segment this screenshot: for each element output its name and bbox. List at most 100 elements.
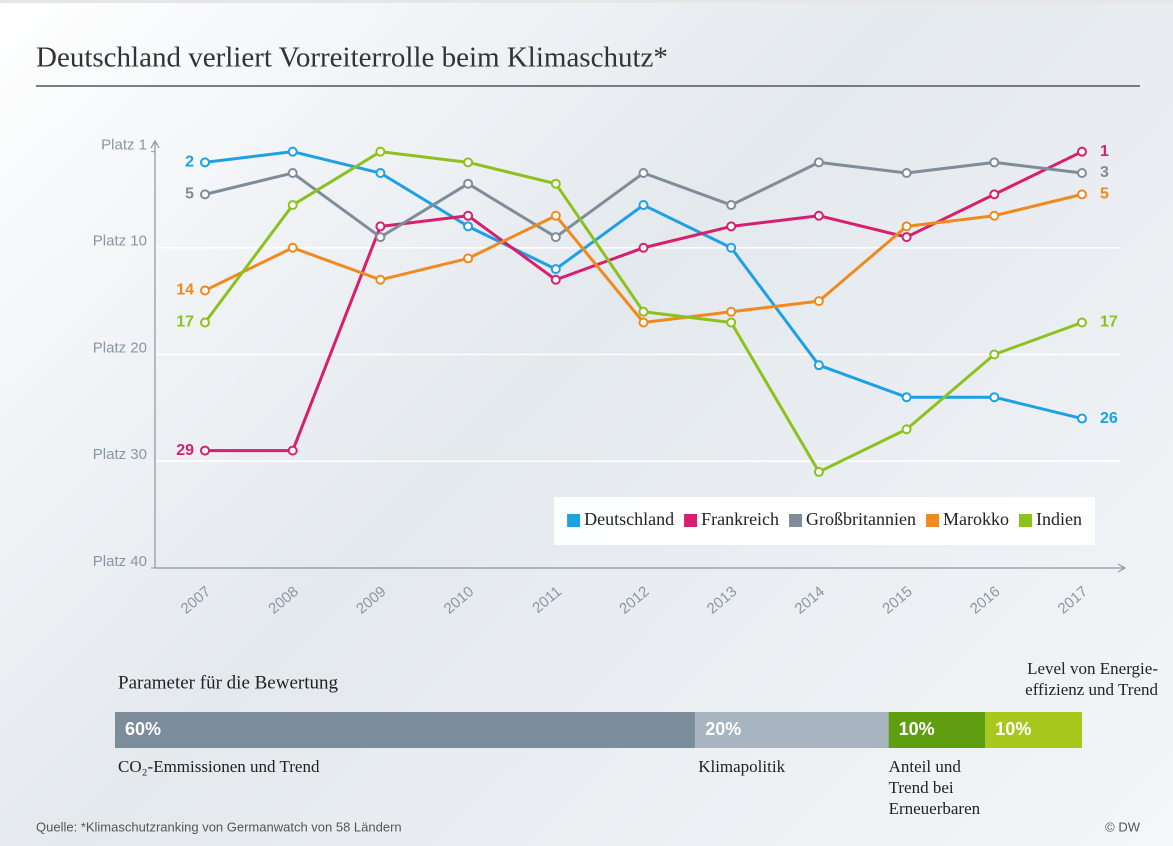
data-point [200,285,210,296]
data-point [463,178,474,189]
data-point [1077,413,1087,424]
data-point [901,424,912,435]
y-tick-label: Platz 20 [93,339,147,356]
x-tick-label: 2016 [967,583,1003,617]
data-point [726,242,737,253]
x-tick-label: 2007 [178,583,214,617]
series-line [205,150,1083,453]
y-axis-arrow [150,139,160,149]
data-point [638,168,649,179]
x-tick-label: 2010 [441,583,477,617]
data-point [901,392,912,403]
data-point [726,200,737,211]
legend-box [554,497,1095,545]
data-point [989,189,1000,200]
data-point [375,168,386,179]
data-point [287,168,298,179]
data-point [638,242,649,253]
data-point [901,168,912,179]
data-point [989,210,1000,221]
legend-label: Indien [1036,509,1082,529]
legend-swatch [1019,514,1033,527]
data-point [989,392,1000,403]
legend-swatch [789,514,803,527]
data-point [726,306,737,317]
x-tick-label: 2015 [879,583,915,617]
end-label: 5 [1100,186,1109,203]
parameter-value-label: 20% [705,719,741,739]
data-point [200,157,210,168]
legend: Deutschland Frankreich Großbritannien Marok… [554,497,1095,545]
parameter-segment [985,712,1082,748]
data-point [726,221,737,232]
parameter-caption: Level von Energie-effizienz und Trend [1025,659,1158,699]
data-point [375,146,386,157]
data-point [287,445,298,456]
data-point [726,317,737,328]
data-point [375,221,386,232]
start-label: 5 [185,186,194,203]
y-tick-label: Platz 40 [93,553,147,570]
data-point [1077,189,1087,200]
data-point [813,360,824,371]
data-point [463,253,474,264]
data-point [287,242,298,253]
legend-swatch [684,514,698,527]
x-tick-label: 2013 [704,583,740,617]
parameter-value-label: 10% [899,719,935,739]
end-label: 26 [1100,410,1118,427]
x-tick-label: 2011 [529,583,565,617]
legend-label: Marokko [943,509,1009,529]
start-label: 17 [176,314,194,331]
parameter-segment [695,712,889,748]
data-point [200,189,210,200]
data-point [1077,146,1087,157]
parameter-caption: CO₂-Emmissionen und Trend [118,757,320,776]
x-tick-label: 2017 [1055,583,1091,617]
data-point [813,296,824,307]
data-point [989,157,1000,168]
parameter-caption: Klimapolitik [698,757,786,776]
end-label: 1 [1100,143,1109,160]
data-point [550,264,561,275]
x-axis-arrow [1117,563,1127,573]
data-point [463,221,474,232]
legend-label: Frankreich [701,509,779,529]
data-point [375,232,386,243]
legend-label: Deutschland [584,509,674,529]
data-point [287,200,298,211]
data-point [375,274,386,285]
series-line [204,150,1083,421]
parameter-title: Parameter für die Bewertung [118,672,338,693]
y-tick-label: Platz 1 [101,137,147,154]
data-point [989,349,1000,360]
data-point [287,146,298,157]
credit: © DW [1105,819,1141,834]
data-point [200,317,210,328]
parameter-segment [888,712,986,748]
data-point [813,466,824,477]
legend-swatch [926,514,940,527]
data-point [638,200,649,211]
chart-title: Deutschland verliert Vorreiterrolle beim… [36,42,668,74]
start-label: 29 [176,442,194,459]
data-point [901,232,912,243]
start-label: 14 [176,282,194,299]
y-tick-label: Platz 30 [93,446,147,463]
data-point [1077,317,1087,328]
data-point [550,232,561,243]
data-point [550,210,561,221]
data-point [463,210,474,221]
end-label: 3 [1100,164,1109,181]
x-tick-label: 2008 [265,583,301,617]
source: Quelle: *Klimaschutzranking von Germanwa… [36,819,402,834]
start-label: 2 [185,154,194,171]
x-tick-label: 2009 [353,583,389,617]
data-point [550,178,561,189]
parameter-segment [115,712,696,748]
series-line [204,192,1083,324]
x-tick-label: 2012 [616,583,652,617]
data-point [638,306,649,317]
